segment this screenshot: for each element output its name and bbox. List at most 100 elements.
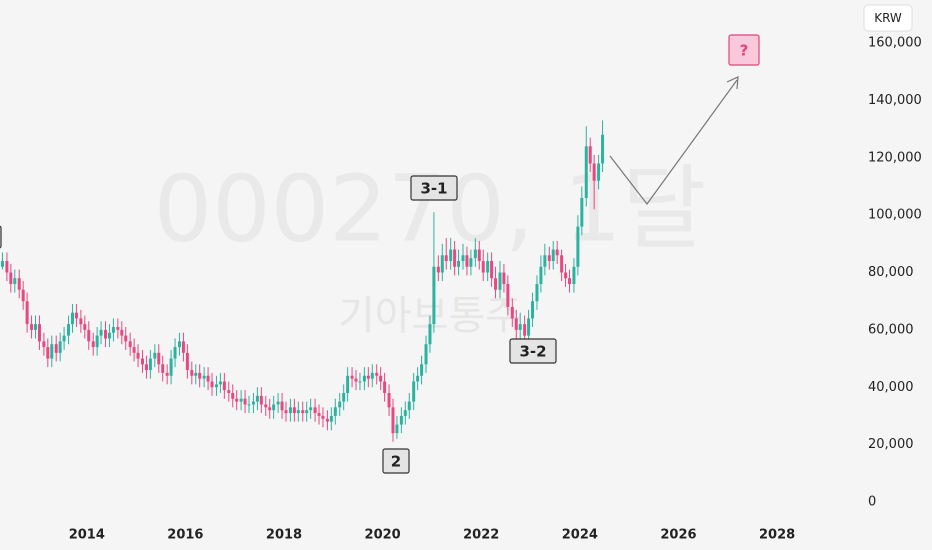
candle-body (136, 352, 140, 359)
candle-body (449, 249, 453, 262)
candle-body (276, 401, 280, 405)
candle-body (486, 261, 490, 273)
y-tick-label: 0 (868, 495, 876, 510)
projection-arrow (609, 79, 738, 206)
candle-body (148, 358, 152, 371)
candle-body (498, 272, 502, 290)
candle-body (584, 146, 588, 198)
candle-body (190, 370, 194, 376)
x-tick-label: 2026 (660, 528, 696, 543)
candle-body (104, 329, 108, 339)
candle-body (141, 358, 144, 365)
candle-body (523, 324, 527, 336)
candle-body (597, 163, 601, 181)
candle-body (305, 410, 309, 414)
annotation: ? (728, 34, 760, 66)
candle-body (70, 312, 74, 325)
candle-body (527, 318, 531, 336)
candle-body (387, 392, 391, 408)
candle-body (198, 372, 202, 379)
candle-body (128, 341, 132, 348)
candle-body (514, 318, 518, 330)
candle-body (173, 347, 177, 359)
annotations: 1 2 3-1 3-2? (0, 34, 760, 474)
candle-body (272, 404, 276, 411)
candle-body (531, 301, 535, 319)
candle-body (132, 347, 136, 353)
candle-body (473, 249, 477, 259)
x-tick-label: 2020 (365, 528, 401, 543)
currency: KRW (874, 11, 902, 25)
candle-body (25, 301, 29, 325)
candle-body (457, 261, 461, 267)
annotation-label: 3-2 (519, 343, 546, 361)
annotation-label: 3-1 (420, 180, 447, 198)
candle-body (13, 278, 17, 284)
candle-body (350, 375, 354, 379)
candle-body (0, 261, 4, 267)
candles (0, 120, 605, 442)
candle-body (424, 344, 428, 365)
y-tick-label: 80,000 (868, 265, 914, 280)
candle-body (165, 372, 169, 376)
candle-body (412, 381, 416, 402)
candle-body (177, 341, 181, 348)
candle-body (564, 272, 568, 279)
x-tick-label: 2024 (562, 528, 598, 543)
candle-body (17, 278, 21, 290)
candle-body (518, 324, 522, 330)
annotation: 1 (0, 225, 2, 249)
candle-body (358, 381, 362, 383)
candle-body (543, 255, 547, 267)
candle-body (222, 381, 226, 391)
candle-body (247, 404, 251, 406)
currency-box[interactable] (863, 4, 913, 32)
candle-body (202, 375, 206, 379)
candle-body (547, 255, 551, 262)
candle-body (592, 163, 596, 181)
candle-body (502, 272, 506, 284)
candle-body (30, 324, 34, 330)
x-tick-label: 2022 (463, 528, 499, 543)
candle-body (568, 278, 572, 284)
candle-body (251, 401, 255, 405)
candle-body (239, 398, 243, 402)
candle-body (379, 375, 383, 382)
candle-body (572, 266, 576, 284)
candle-body (432, 266, 436, 325)
candle-body (391, 407, 395, 434)
candle-body (227, 390, 231, 393)
candle-body (535, 283, 539, 302)
candle-body (46, 347, 50, 359)
candle-body (214, 384, 218, 388)
annotation-box (410, 175, 458, 201)
candle-body (42, 341, 46, 348)
candle-body (416, 375, 420, 382)
candle-body (346, 375, 350, 393)
candle-body (436, 266, 440, 273)
x-tick-label: 2016 (167, 528, 203, 543)
candle-body (453, 249, 457, 267)
candle-body (317, 413, 321, 416)
candle-body (5, 261, 9, 273)
annotation: 2 (382, 448, 410, 474)
annotation-box (0, 225, 2, 249)
y-tick-label: 160,000 (868, 36, 922, 51)
candle-body (301, 410, 305, 414)
candle-body (329, 415, 333, 422)
candle-body (555, 249, 559, 256)
candle-body (477, 249, 481, 262)
candle-body (313, 407, 317, 414)
annotation-box (728, 34, 760, 66)
candle-body (62, 335, 66, 342)
candle-body (243, 398, 247, 405)
candle-body (325, 418, 329, 422)
candle-body (259, 395, 263, 405)
watermark: 000270, 1달 (154, 155, 707, 262)
candle-body (321, 415, 325, 419)
candle-body (375, 372, 379, 376)
candle-body (54, 344, 58, 353)
candle-body (338, 401, 342, 408)
candle-body (268, 407, 272, 411)
